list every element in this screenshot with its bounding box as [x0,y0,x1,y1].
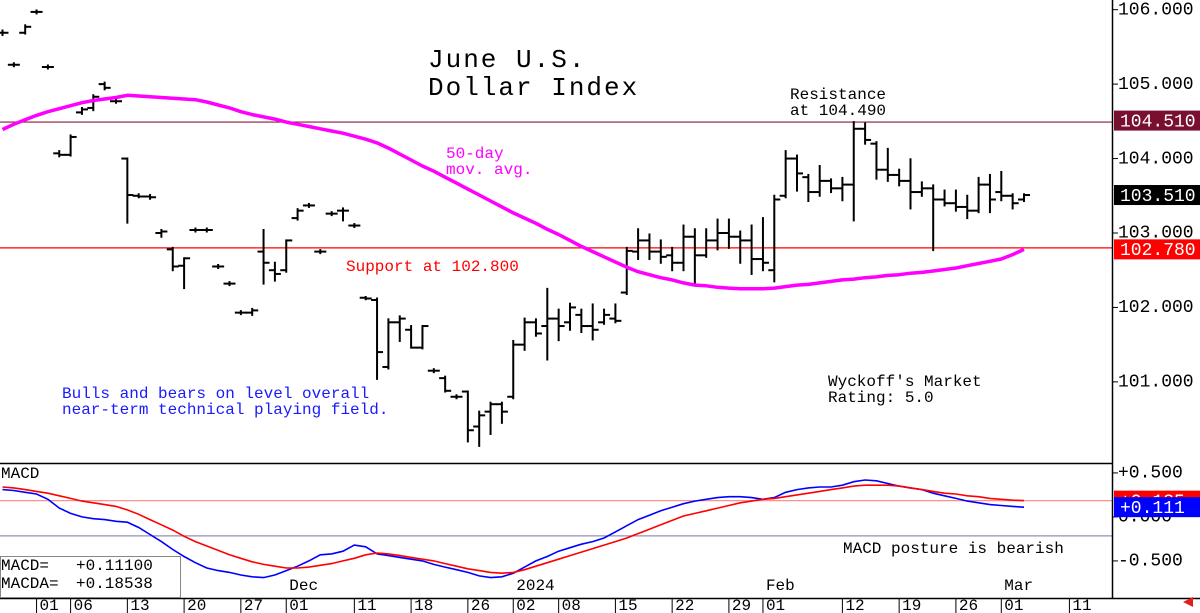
macd-line [2,484,1025,575]
annotation: at 104.490 [790,102,886,120]
annotation: near-term technical playing field. [62,401,388,419]
month-label: Feb [766,577,795,595]
x-tick-label: 26 [959,597,978,613]
readout-box [0,556,181,598]
y-tick-label: -0.500 [1118,552,1183,572]
annotation: MACD posture is bearish [843,540,1064,558]
annotation: Wyckoff's Market [828,373,982,391]
value-tag-label: 102.780 [1120,241,1196,261]
x-tick-label: 20 [187,597,206,613]
y-tick-label: 102.000 [1118,298,1194,318]
month-label: 2024 [516,577,554,595]
x-tick-label: 15 [618,597,637,613]
chart-title: June U.S. [428,45,586,75]
annotation: Resistance [790,86,886,104]
ma-label: mov. avg. [446,161,532,179]
x-tick-label: 22 [675,597,694,613]
x-tick-label: 02 [516,597,535,613]
x-tick-label: 26 [471,597,490,613]
y-tick-label: 104.000 [1118,149,1194,169]
value-tag [1114,497,1200,518]
x-tick-label: 29 [732,597,751,613]
annotation: Bulls and bears on level overall [62,385,369,403]
month-label: Dec [289,577,318,595]
y-tick-label: 105.000 [1118,75,1194,95]
value-tag-label: +0.111 [1120,499,1185,519]
readout-label: MACD= [1,557,49,575]
y-tick-label: 103.000 [1118,224,1194,244]
x-tick-label: 18 [414,597,433,613]
chart-title: Dollar Index [428,73,639,103]
x-tick-label: 01 [766,597,785,613]
readout-label: MACDA= [1,575,59,593]
x-tick-label: 11 [1072,597,1091,613]
month-label: Mar [1004,577,1033,595]
value-tag-label: 104.510 [1120,112,1196,132]
x-tick-label: 06 [74,597,93,613]
x-tick-label: 01 [1004,597,1023,613]
scroll-arrow[interactable] [1183,597,1193,607]
readout-value: +0.11100 [76,557,153,575]
value-tag [1114,110,1200,131]
y-tick-label: 101.000 [1118,373,1194,393]
moving-average-line [1,93,1025,291]
x-tick-label: 19 [902,597,921,613]
value-tag [1114,185,1200,206]
annotation: Rating: 5.0 [828,389,934,407]
x-tick-label: 01 [40,597,59,613]
panel-title: MACD [1,465,39,483]
value-tag-label: 103.510 [1120,187,1196,207]
x-tick-label: 13 [130,597,149,613]
readout-value: +0.18538 [76,575,153,593]
value-tag [1114,239,1200,260]
x-tick-label: 08 [562,597,581,613]
x-tick-label: 01 [289,597,308,613]
x-tick-label: 11 [357,597,376,613]
x-tick-label: 27 [244,597,263,613]
x-tick-label: 12 [845,597,864,613]
y-tick-label: +0.500 [1118,464,1183,484]
annotation: Support at 102.800 [346,258,519,276]
y-tick-label: 106.000 [1118,0,1194,20]
ma-label: 50-day [446,145,504,163]
